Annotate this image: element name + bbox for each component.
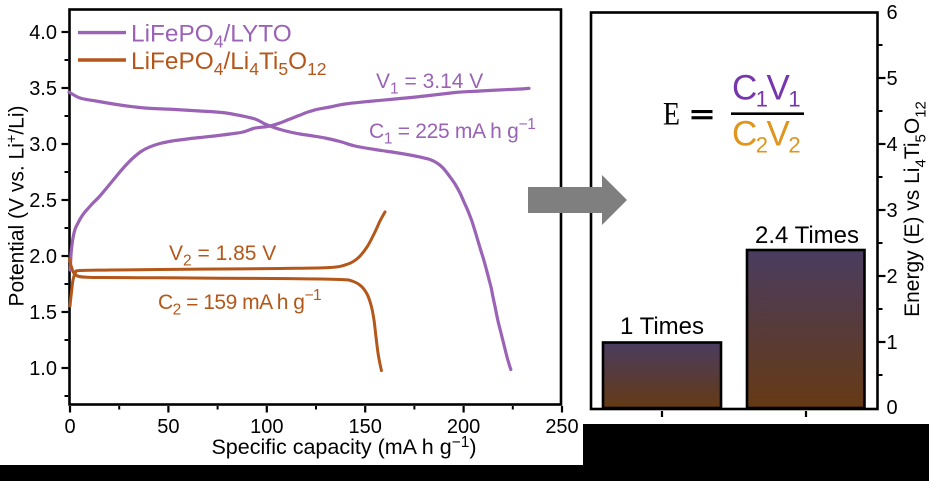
svg-text:C2V2: C2V2	[732, 115, 800, 158]
svg-text:1: 1	[887, 332, 898, 354]
svg-text:5: 5	[887, 68, 898, 90]
svg-text:C1V1: C1V1	[732, 69, 800, 112]
svg-text:0: 0	[64, 416, 75, 438]
svg-text:100: 100	[250, 416, 283, 438]
svg-text:3.0: 3.0	[29, 134, 57, 156]
svg-text:150: 150	[349, 416, 382, 438]
svg-text:250: 250	[545, 416, 578, 438]
svg-text:C1 = 225 mA h g−1: C1 = 225 mA h g−1	[369, 116, 536, 148]
svg-text:2.0: 2.0	[29, 246, 57, 268]
svg-text:4.0: 4.0	[29, 22, 57, 44]
svg-text:1.0: 1.0	[29, 358, 57, 380]
svg-text:0: 0	[887, 397, 898, 419]
svg-text:2.5: 2.5	[29, 190, 57, 212]
svg-text:V2 = 1.85 V: V2 = 1.85 V	[169, 242, 276, 270]
svg-text:6: 6	[887, 2, 898, 24]
svg-text:LiFePO4/LYTO: LiFePO4/LYTO	[131, 21, 292, 52]
svg-text:Specific capacity (mA h g−1): Specific capacity (mA h g−1)	[211, 434, 476, 459]
svg-text:Energy (E) vs Li4Ti5O12: Energy (E) vs Li4Ti5O12	[901, 101, 929, 317]
svg-text:LiFePO4/Li4Ti5O12: LiFePO4/Li4Ti5O12	[131, 48, 327, 79]
svg-text:Potential (V vs. Li+/Li): Potential (V vs. Li+/Li)	[5, 105, 29, 306]
svg-text:4: 4	[887, 134, 898, 156]
svg-text:200: 200	[447, 416, 480, 438]
svg-text:2: 2	[887, 266, 898, 288]
svg-text:50: 50	[157, 416, 179, 438]
svg-text:3.5: 3.5	[29, 78, 57, 100]
svg-text:E: E	[663, 97, 680, 133]
svg-text:V1 = 3.14 V: V1 = 3.14 V	[376, 70, 483, 98]
svg-text:1.5: 1.5	[29, 302, 57, 324]
svg-text:C2 = 159 mA h g−1: C2 = 159 mA h g−1	[158, 287, 321, 319]
svg-text:2.4 Times: 2.4 Times	[755, 222, 859, 249]
svg-text:1 Times: 1 Times	[620, 313, 704, 340]
svg-text:3: 3	[887, 200, 898, 222]
